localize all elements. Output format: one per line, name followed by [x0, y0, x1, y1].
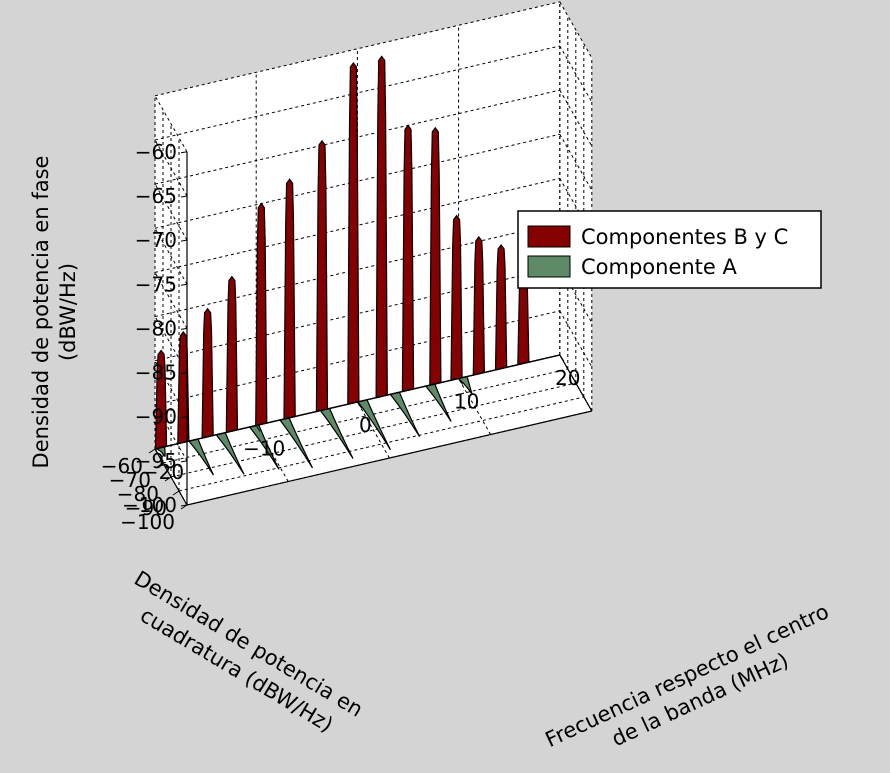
x-tick-mark — [255, 425, 261, 432]
grid-line — [154, 360, 188, 417]
z-tick-mark — [180, 239, 188, 242]
componente-a-peak — [356, 399, 392, 451]
y-tick-label: −100 — [120, 510, 175, 534]
componente-a-peak — [456, 375, 473, 395]
componentes-bc-peak — [450, 214, 463, 382]
floor-edge — [186, 410, 592, 506]
z-tick-mark — [180, 283, 188, 286]
series-layer — [154, 55, 560, 476]
componentes-bc-peak — [255, 202, 268, 427]
componentes-bc-peak — [154, 349, 168, 450]
y-tick-label: −60 — [101, 454, 143, 478]
y-tick-mark — [156, 462, 164, 468]
componentes-bc-peak — [347, 62, 360, 405]
y-tick-mark — [164, 476, 172, 482]
x-tick-mark — [154, 448, 160, 456]
z-tick-label: −100 — [122, 493, 177, 517]
z-tick-label: −75 — [135, 272, 177, 296]
z-tick-mark — [180, 416, 188, 419]
z-tick-mark — [180, 460, 188, 463]
x-tick-mark — [458, 378, 464, 385]
tick-labels: −60−65−70−75−80−85−90−95−100−100−90−80−7… — [101, 140, 581, 534]
z-tick-mark — [180, 327, 188, 330]
x-tick-label: −10 — [243, 437, 285, 461]
componentes-bc-peak — [225, 275, 239, 434]
x-tick-label: 20 — [555, 366, 580, 390]
x-tick-mark — [559, 354, 565, 362]
grid-line — [559, 266, 593, 323]
grid-line — [559, 1, 593, 59]
z-tick-mark — [180, 195, 188, 198]
z-tick-label: −65 — [135, 184, 177, 208]
componentes-bc-peak — [201, 307, 214, 439]
x-tick-label: −20 — [142, 460, 184, 484]
z-tick-label: −95 — [135, 449, 177, 473]
componentes-bc-peak — [375, 55, 388, 399]
z-tick-mark — [180, 372, 188, 375]
z-tick-label: −70 — [135, 228, 177, 252]
z-tick-label: −80 — [135, 316, 177, 340]
componentes-bc-peak — [472, 235, 486, 376]
y-tick-mark — [172, 490, 180, 496]
x-tick-label: 0 — [359, 413, 372, 437]
y-tick-label: −70 — [109, 468, 151, 492]
legend: Componentes B y C Componente A — [517, 210, 822, 289]
componente-a-peak — [155, 446, 166, 458]
grid-line — [559, 134, 593, 191]
componentes-bc-peak — [494, 244, 508, 371]
x-tick-mark — [356, 401, 362, 409]
componentes-bc-peak — [177, 331, 190, 445]
z-tick-label: −60 — [135, 140, 177, 164]
componente-a-peak — [215, 432, 245, 475]
z-tick-label: −90 — [135, 405, 177, 429]
z-axis-label-line2: (dBW/Hz) — [56, 263, 80, 361]
componente-a-peak — [187, 438, 215, 476]
grid-line — [154, 139, 188, 197]
componentes-bc-peak — [283, 178, 296, 420]
y-tick-label: −90 — [125, 496, 167, 520]
grid-line — [154, 95, 188, 153]
legend-swatch-bc — [527, 225, 571, 248]
componentes-bc-peak — [315, 139, 329, 413]
grid-line — [154, 228, 188, 285]
componente-a-peak — [389, 391, 421, 438]
z-tick-label: −85 — [135, 361, 177, 385]
componente-a-peak — [278, 417, 314, 469]
y-tick-mark — [148, 448, 156, 454]
grid-line — [559, 45, 593, 103]
y-tick-mark — [180, 504, 188, 510]
componente-a-peak — [248, 424, 280, 470]
grid-line — [356, 401, 390, 459]
grid-line — [458, 378, 492, 435]
y-tick-label: −80 — [117, 482, 159, 506]
legend-swatch-a — [527, 255, 571, 278]
componentes-bc-peak — [401, 124, 415, 393]
componentes-bc-peak — [429, 126, 442, 386]
floor-edge — [559, 354, 593, 412]
z-tick-mark — [180, 151, 188, 154]
z-axis-label-line1: Densidad de potencia en fase — [29, 156, 53, 469]
legend-label-a: Componente A — [581, 255, 738, 279]
x-tick-label: 10 — [454, 390, 479, 414]
componente-a-peak — [424, 383, 452, 422]
componente-a-peak — [319, 407, 354, 459]
legend-label-bc: Componentes B y C — [581, 225, 788, 249]
